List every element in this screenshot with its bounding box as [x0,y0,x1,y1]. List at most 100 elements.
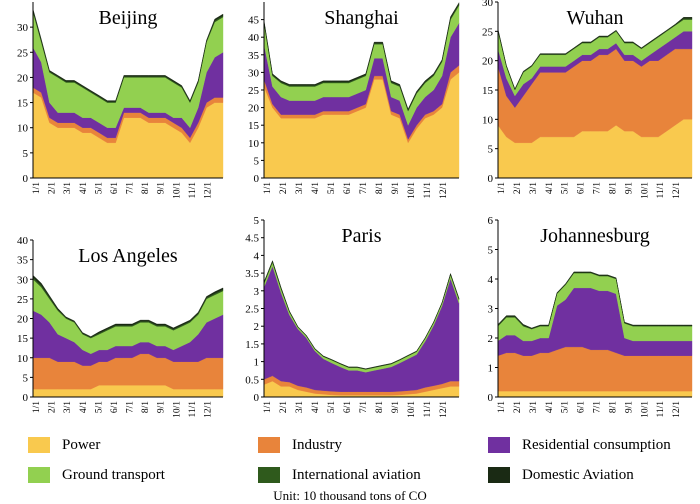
y-tick-label: 25 [482,26,494,38]
y-tick-label: 5 [23,372,29,384]
panel-title-shanghai: Shanghai [324,7,399,29]
y-tick-label: 6 [488,215,494,227]
x-tick-label: 6/1 [110,401,120,413]
x-tick-label: 10/1 [172,401,182,418]
x-tick-label: 2/1 [48,401,58,413]
area-paris-domestic-aviation [263,260,460,370]
x-tick-label: 6/1 [343,182,353,194]
x-tick-label: 3/1 [295,182,305,194]
y-tick-label: 0 [488,392,494,404]
legend-item-international-aviation: International aviation [258,464,421,486]
x-tick-label: 8/1 [608,182,618,194]
y-tick-label: 30 [17,274,29,286]
legend-label-domestic-aviation: Domestic Aviation [522,466,634,483]
y-tick-label: 10 [17,123,29,135]
x-tick-label: 9/1 [624,182,634,194]
y-tick-label: 20 [482,56,494,68]
x-tick-label: 6/1 [577,182,587,194]
legend-item-power: Power [28,434,100,456]
panel-title-johannesburg: Johannesburg [540,225,650,247]
legend-item-domestic-aviation: Domestic Aviation [488,464,634,486]
y-tick-label: 30 [17,22,29,34]
x-tick-label: 4/1 [545,182,555,194]
x-tick-label: 1/1 [497,182,507,194]
y-tick-label: 5 [254,155,260,167]
x-tick-label: 7/1 [126,182,136,194]
y-tick-label: 2 [254,321,260,333]
legend-swatch-international-aviation [258,467,280,483]
x-tick-label: 12/1 [439,182,449,199]
x-tick-label: 6/1 [343,401,353,413]
y-tick-label: 10 [482,114,494,126]
y-tick-label: 40 [17,235,29,247]
y-tick-label: 10 [17,353,29,365]
x-tick-label: 7/1 [593,182,603,194]
x-tick-label: 9/1 [391,401,401,413]
legend: Power Industry Residential consumption G… [0,428,700,488]
legend-swatch-ground-transport [28,467,50,483]
y-tick-label: 15 [248,120,260,132]
legend-label-residential: Residential consumption [522,436,671,453]
x-tick-label: 9/1 [391,182,401,194]
x-tick-label: 7/1 [593,401,603,413]
x-tick-label: 4/1 [311,401,321,413]
y-tick-label: 0 [254,392,260,404]
panel-title-beijing: Beijing [99,7,158,29]
x-tick-label: 6/1 [110,182,120,194]
x-tick-label: 3/1 [529,401,539,413]
panel-title-wuhan: Wuhan [567,7,624,29]
panel-wuhan: 0 5 10 15 20 25 30 1/1 2/1 3/1 4/1 5/1 6/1 7/1 8/1 9/1 1… [482,0,693,199]
legend-label-power: Power [62,436,101,453]
y-tick-label: 35 [248,50,260,62]
x-tick-label: 7/1 [126,401,136,413]
x-tick-label: 10/1 [640,401,650,418]
x-tick-label: 4/1 [79,401,89,413]
x-tick-label: 7/1 [359,182,369,194]
x-tick-label: 1/1 [263,182,273,194]
y-tick-label: 1 [254,357,260,369]
x-tick-label: 12/1 [203,182,213,199]
legend-item-industry: Industry [258,434,342,456]
x-tick-label: 12/1 [672,182,682,199]
y-tick-label: 5 [488,144,494,156]
y-tick-label: 3 [488,304,494,316]
y-tick-label: 5 [23,148,29,160]
legend-item-residential: Residential consumption [488,434,671,456]
y-tick-label: 30 [482,0,494,9]
y-tick-label: 4 [254,250,260,262]
y-tick-label: 5 [254,215,260,227]
x-tick-label: 11/1 [656,182,666,199]
x-tick-label: 7/1 [359,401,369,413]
panel-los-angeles: 0 5 10 15 20 25 30 35 40 1/1 2/1 3/1 4/1 5/1 6/1 7/1 8/1… [17,235,224,418]
x-tick-label: 2/1 [513,182,523,194]
y-tick-label: 4.5 [245,233,259,245]
x-tick-label: 11/1 [656,401,666,418]
units-label: Unit: 10 thousand tons of CO [273,488,427,503]
y-tick-label: 4 [488,274,494,286]
x-tick-label: 2/1 [48,182,58,194]
panel-shanghai: 0 5 10 15 20 25 30 35 40 45 1/1 2/1 3/1 4/1 5/1 6/1 7/1 8… [248,1,460,199]
x-tick-label: 11/1 [423,182,433,199]
area-johannesburg-residential-consumption [497,287,693,356]
x-tick-label: 5/1 [327,401,337,413]
x-tick-label: 4/1 [311,182,321,194]
area-johannesburg-domestic-aviation [497,271,693,329]
x-tick-label: 11/1 [188,182,198,199]
y-tick-label: 2.5 [245,304,259,316]
y-tick-label: 20 [248,103,260,115]
y-tick-label: 20 [17,72,29,84]
y-tick-label: 15 [17,98,29,110]
x-tick-label: 5/1 [561,401,571,413]
y-tick-label: 1 [488,363,494,375]
x-tick-label: 10/1 [407,182,417,199]
x-tick-label: 8/1 [141,401,151,413]
x-tick-label: 8/1 [141,182,151,194]
x-tick-label: 10/1 [172,182,182,199]
x-tick-label: 5/1 [561,182,571,194]
x-tick-label: 12/1 [439,401,449,418]
x-tick-label: 1/1 [32,401,42,413]
y-tick-label: 3 [254,286,260,298]
x-tick-label: 11/1 [423,401,433,418]
y-tick-label: 5 [488,245,494,257]
